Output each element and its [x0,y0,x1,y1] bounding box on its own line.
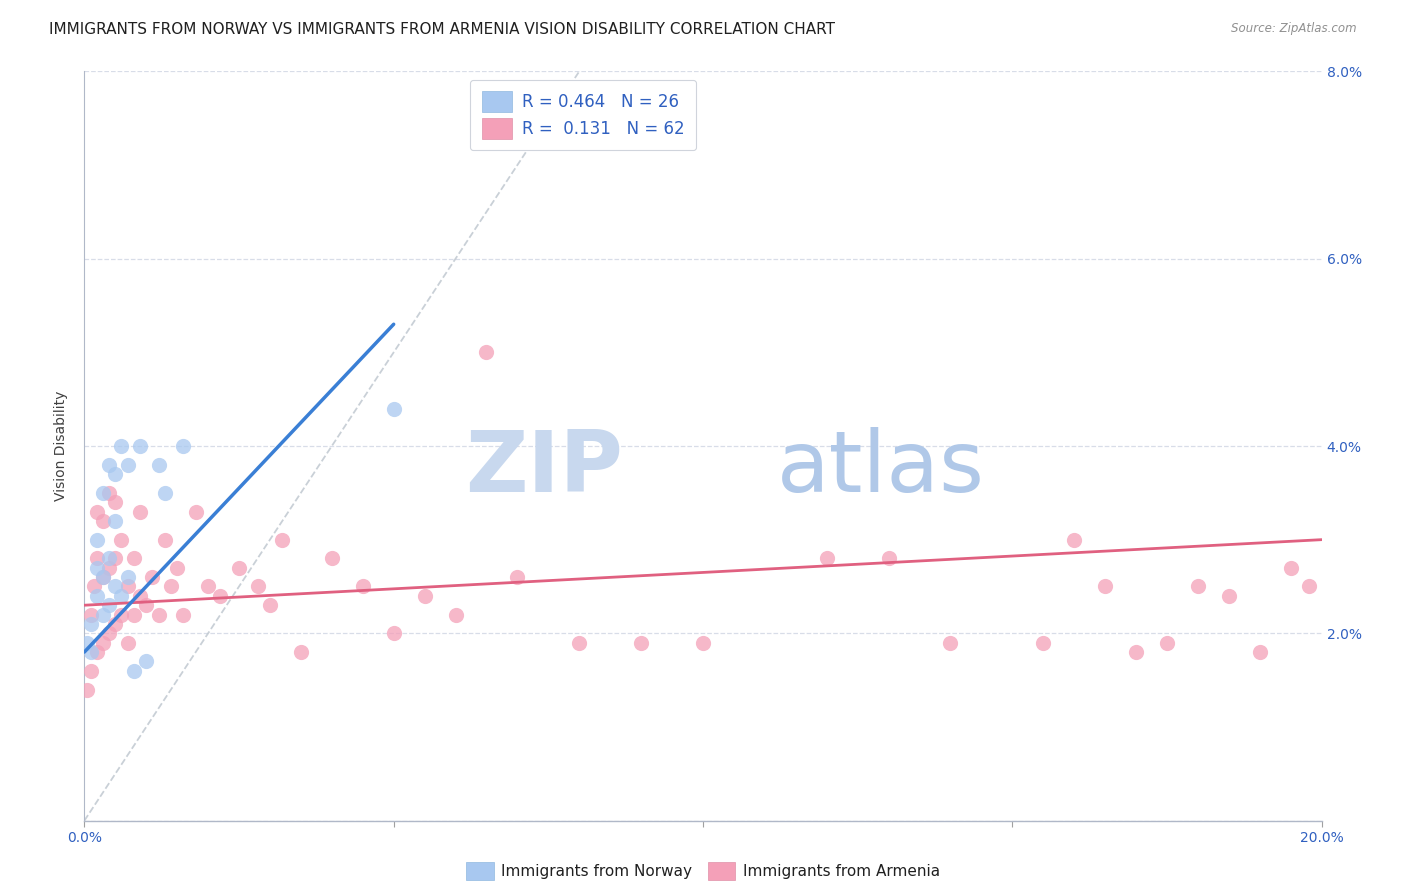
Point [1298,580,1320,594]
Point [259,599,281,613]
Point [197,580,219,594]
Point [117,570,139,584]
Point [246,580,269,594]
Point [86,589,108,603]
Point [76,635,98,649]
Point [630,635,652,649]
Point [122,664,145,678]
Point [1187,580,1209,594]
Point [209,589,232,603]
Point [382,626,405,640]
Point [1094,580,1116,594]
Point [141,570,163,584]
Point [86,645,108,659]
Point [506,570,529,584]
Point [352,580,374,594]
Point [110,533,132,547]
Point [413,589,436,603]
Point [153,485,176,500]
Point [1249,645,1271,659]
Point [568,635,591,649]
Point [475,345,498,359]
Point [129,439,152,453]
Point [86,561,108,575]
Legend: Immigrants from Norway, Immigrants from Armenia: Immigrants from Norway, Immigrants from … [458,854,948,888]
Point [184,505,207,519]
Point [79,645,101,659]
Point [91,570,114,584]
Point [1156,635,1178,649]
Point [815,551,838,566]
Point [98,485,121,500]
Point [91,607,114,622]
Point [91,635,114,649]
Point [382,401,405,416]
Point [79,664,101,678]
Point [122,551,145,566]
Point [86,505,108,519]
Point [877,551,900,566]
Point [148,607,170,622]
Point [228,561,250,575]
Point [104,580,127,594]
Text: atlas: atlas [778,427,986,510]
Point [98,561,121,575]
Point [117,458,139,472]
Point [321,551,343,566]
Point [83,580,105,594]
Point [79,607,101,622]
Point [153,533,176,547]
Point [110,439,132,453]
Point [91,485,114,500]
Point [166,561,188,575]
Point [104,617,127,632]
Point [104,467,127,482]
Point [172,439,194,453]
Point [148,458,170,472]
Point [98,626,121,640]
Point [939,635,962,649]
Point [172,607,194,622]
Point [1032,635,1054,649]
Y-axis label: Vision Disability: Vision Disability [55,391,69,501]
Point [1125,645,1147,659]
Point [98,551,121,566]
Point [692,635,714,649]
Point [104,514,127,528]
Point [110,607,132,622]
Point [160,580,183,594]
Point [86,551,108,566]
Point [91,514,114,528]
Point [91,570,114,584]
Point [104,495,127,509]
Point [129,505,152,519]
Point [117,635,139,649]
Point [1279,561,1302,575]
Point [290,645,312,659]
Point [117,580,139,594]
Point [129,589,152,603]
Point [135,655,157,669]
Point [135,599,157,613]
Text: Source: ZipAtlas.com: Source: ZipAtlas.com [1232,22,1357,36]
Point [122,607,145,622]
Point [444,607,467,622]
Text: IMMIGRANTS FROM NORWAY VS IMMIGRANTS FROM ARMENIA VISION DISABILITY CORRELATION : IMMIGRANTS FROM NORWAY VS IMMIGRANTS FRO… [49,22,835,37]
Point [98,458,121,472]
Point [86,533,108,547]
Point [1063,533,1085,547]
Point [1218,589,1240,603]
Point [79,617,101,632]
Point [110,589,132,603]
Point [271,533,294,547]
Point [98,599,121,613]
Point [76,682,98,697]
Text: ZIP: ZIP [465,427,623,510]
Point [104,551,127,566]
